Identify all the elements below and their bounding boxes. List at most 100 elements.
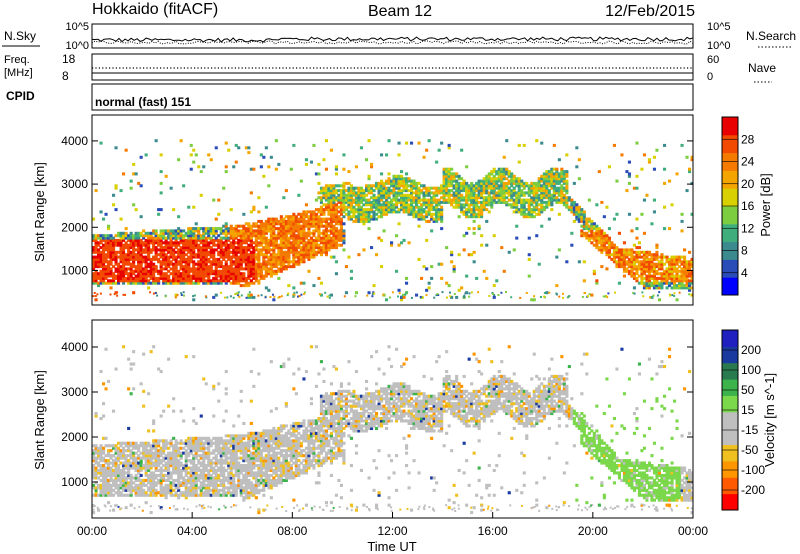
range-gate-cell [194,243,198,247]
range-gate-cell [475,189,479,193]
range-gate-cell [352,200,356,204]
range-gate-cell [535,234,539,238]
range-gate-cell [269,231,273,235]
range-gate-cell [279,243,283,247]
range-gate-cell [194,234,198,238]
range-gate-cell [332,231,336,235]
range-gate-cell [632,262,636,266]
range-gate-cell [372,189,376,193]
range-gate-cell [117,441,121,445]
range-gate-cell [417,193,421,197]
range-gate-cell [647,257,651,261]
range-gate-cell [164,274,168,278]
range-gate-cell [97,276,101,280]
range-gate-cell [427,281,431,285]
range-gate-cell [287,260,291,264]
range-gate-cell [497,170,501,174]
range-gate-cell [445,189,449,193]
range-gate-cell [224,241,228,245]
range-gate-cell [239,272,243,276]
range-gate-cell [452,172,456,176]
range-gate-cell [262,276,266,280]
range-gate-cell [620,253,624,257]
range-gate-cell [440,189,444,193]
range-gate-cell [257,294,260,297]
range-gate-cell [312,241,316,245]
range-gate-cell [272,231,276,235]
range-gate-cell [94,276,98,280]
range-gate-cell [237,272,241,276]
range-gate-cell [357,253,361,257]
range-gate-cell [157,212,161,216]
range-gate-cell [565,184,569,188]
range-gate-cell [159,260,163,264]
range-gate-cell [605,246,609,250]
range-gate-cell [92,260,96,264]
range-gate-cell [512,203,516,207]
range-gate-cell [550,198,554,202]
range-gate-cell [485,177,489,181]
range-gate-cell [630,272,634,276]
range-gate-cell [468,292,471,295]
range-gate-cell [184,269,188,273]
range-gate-cell [259,253,263,257]
range-gate-cell [157,473,161,477]
range-gate-cell [632,272,636,276]
range-gate-cell [630,250,634,254]
range-gate-cell [119,473,123,477]
range-gate-cell [282,234,286,238]
range-gate-cell [247,234,251,238]
range-gate-cell [224,222,228,226]
range-gate-cell [472,227,476,231]
range-gate-cell [217,212,221,216]
range-gate-cell [657,298,661,302]
range-gate-cell [562,189,566,193]
range-gate-cell [452,198,456,202]
range-gate-cell [116,291,118,294]
range-gate-cell [249,227,253,231]
range-gate-cell [162,488,166,492]
range-gate-cell [119,444,123,448]
range-gate-cell [502,177,506,181]
range-gate-cell [415,191,419,195]
range-gate-cell [475,205,479,209]
range-gate-cell [112,243,116,247]
range-gate-cell [159,446,163,450]
range-gate-cell [314,243,318,247]
range-gate-cell [284,224,288,228]
range-gate-cell [139,478,143,482]
range-gate-cell [530,191,534,195]
range-gate-cell [189,274,193,278]
range-gate-cell [139,215,143,219]
range-gate-cell [102,468,106,472]
range-gate-cell [267,243,271,247]
range-gate-cell [187,227,191,231]
range-gate-cell [269,222,273,226]
range-gate-cell [204,272,208,276]
range-gate-cell [167,262,171,266]
range-gate-cell [319,191,323,195]
range-gate-cell [199,170,203,174]
range-gate-cell [339,224,343,228]
range-gate-cell [655,276,659,280]
range-gate-cell [552,189,556,193]
range-gate-cell [555,179,559,183]
range-gate-cell [257,250,261,254]
range-gate-cell [222,255,226,259]
range-gate-cell [272,246,276,250]
range-gate-cell [362,217,366,221]
range-gate-cell [189,246,193,250]
range-gate-cell [132,476,136,480]
range-gate-cell [472,186,476,190]
range-gate-cell [269,238,273,242]
range-gate-cell [289,234,293,238]
range-gate-cell [289,248,293,252]
range-gate-cell [109,241,113,245]
range-gate-cell [132,276,136,280]
range-gate-cell [162,234,166,238]
range-gate-cell [194,238,198,242]
range-gate-cell [329,189,333,193]
range-gate-cell [525,181,529,185]
range-gate-cell [122,493,126,497]
range-gate-cell [402,238,406,242]
